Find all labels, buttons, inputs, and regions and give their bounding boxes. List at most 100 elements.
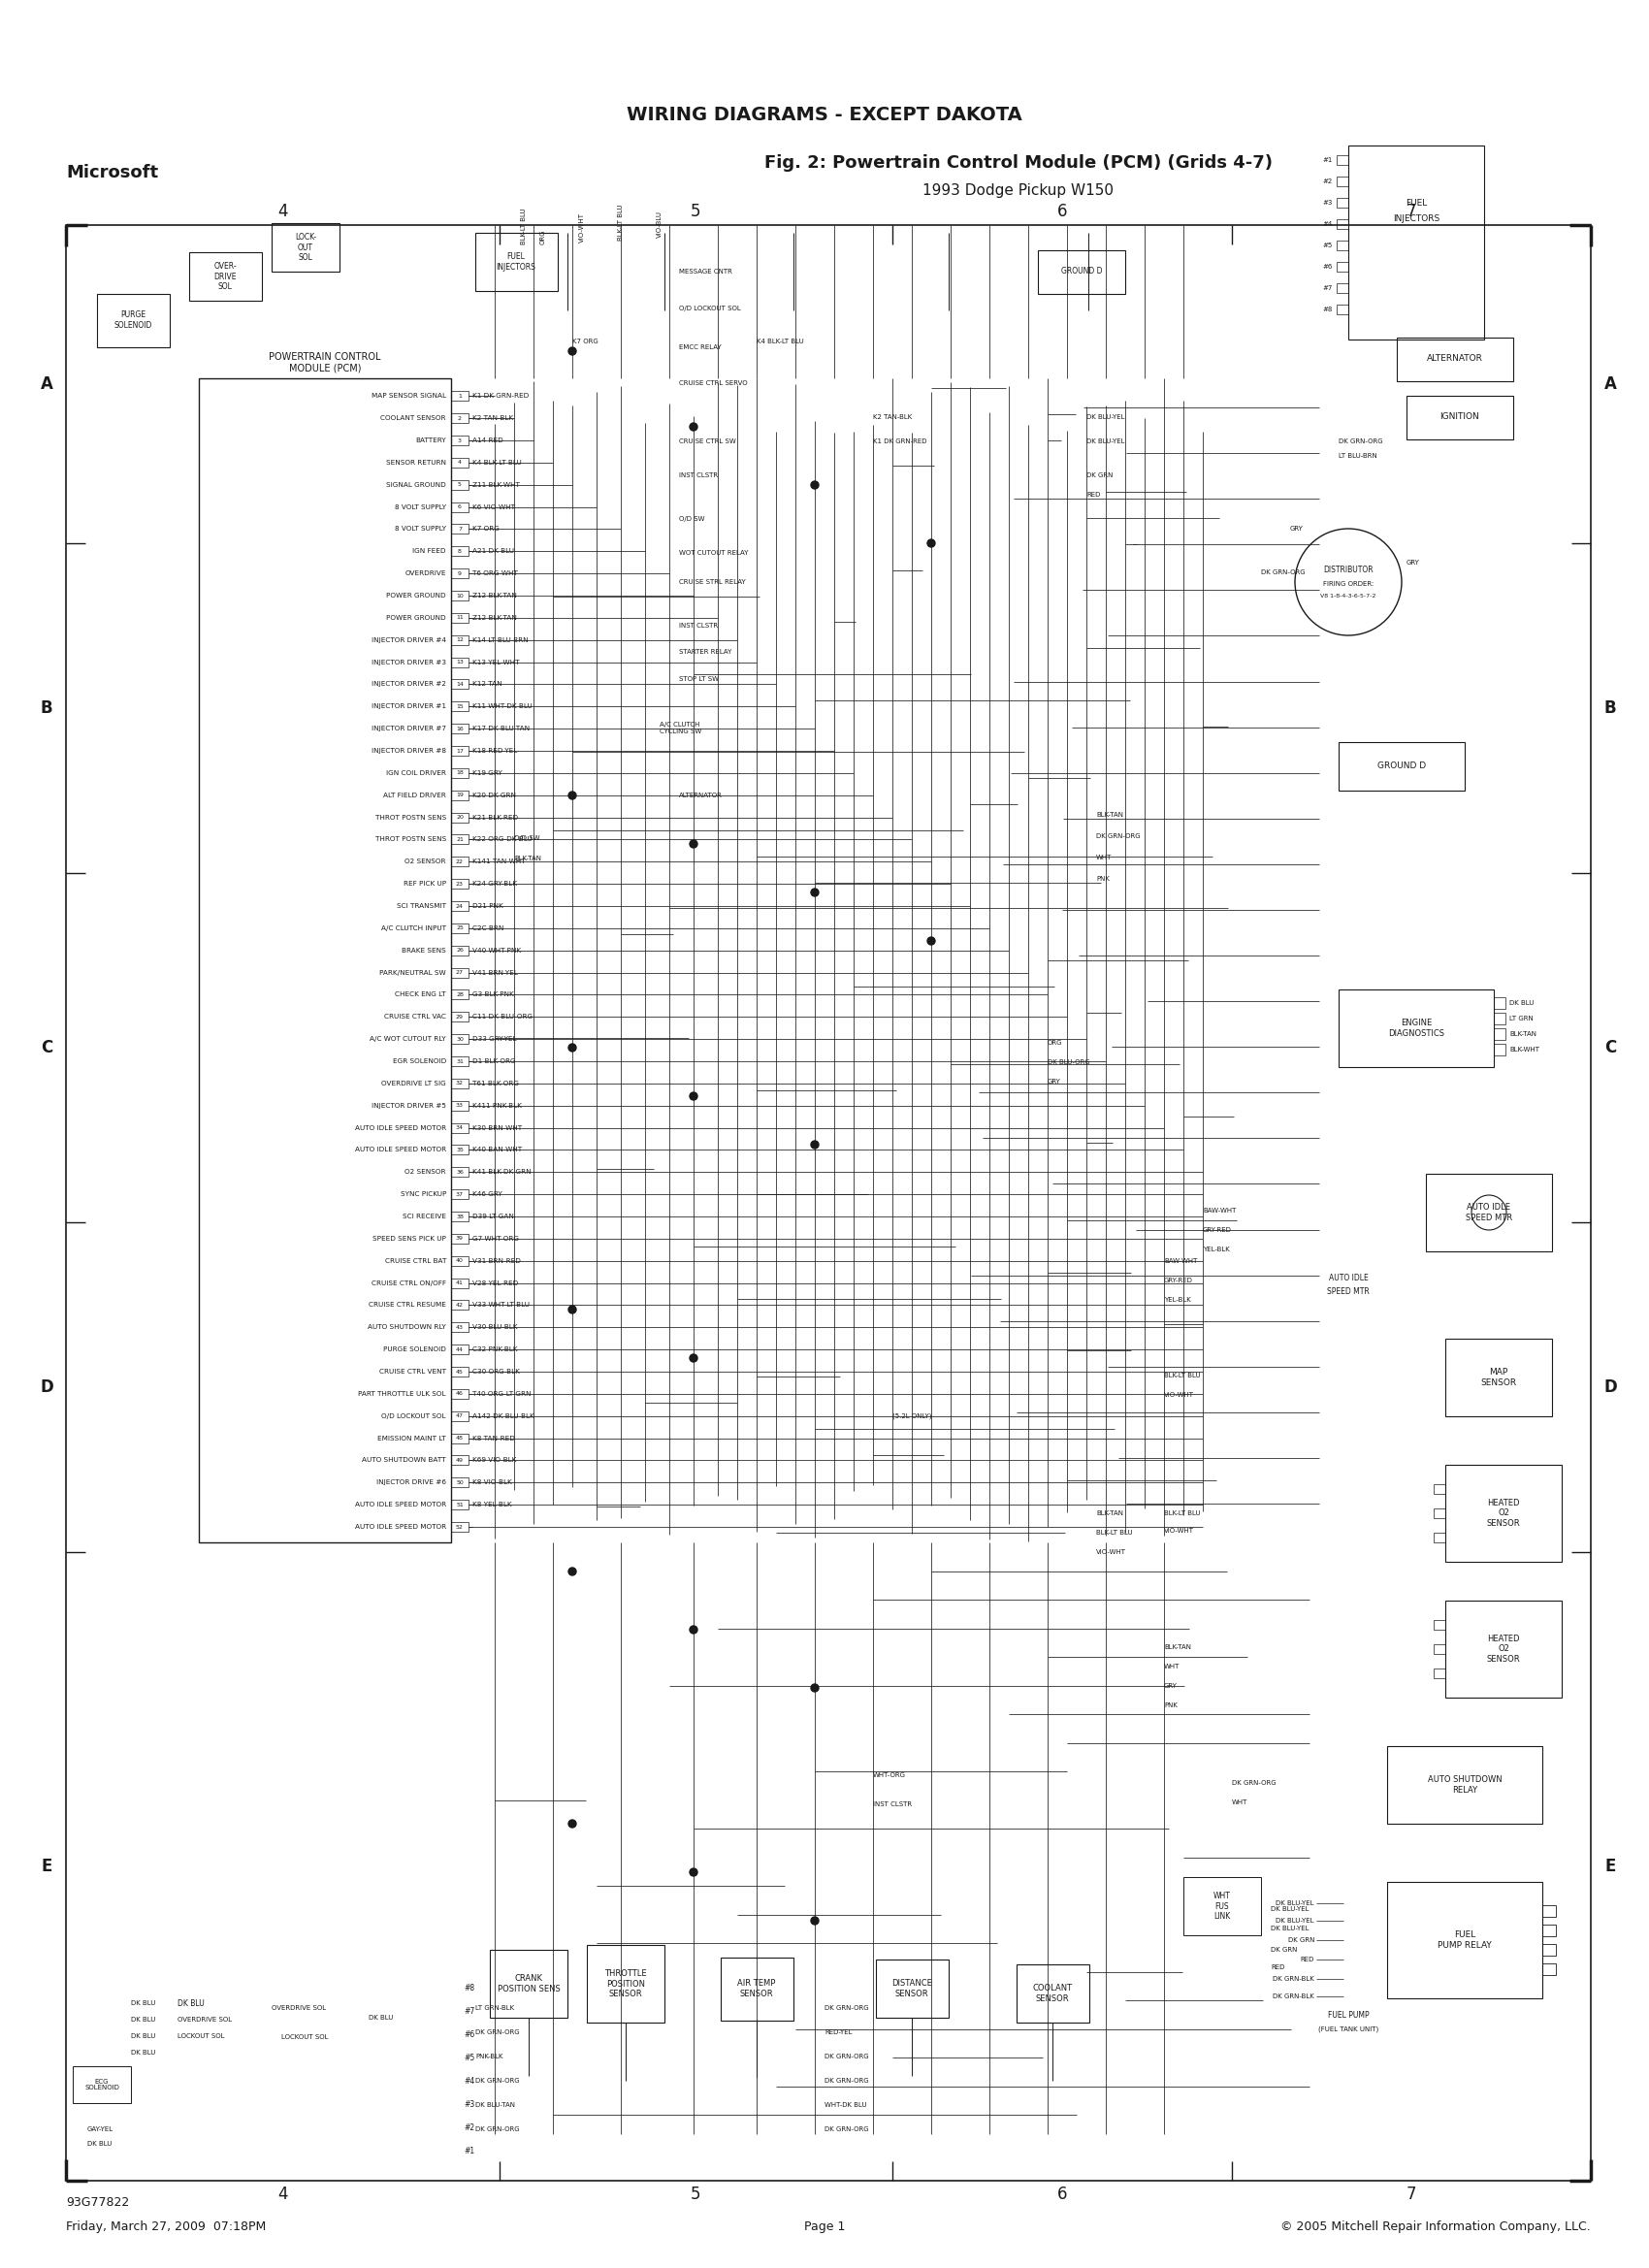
- Circle shape: [569, 792, 576, 798]
- Text: 7: 7: [1407, 202, 1416, 220]
- Text: DK GRN-BLK: DK GRN-BLK: [1273, 1994, 1314, 2000]
- Text: DISTRIBUTOR: DISTRIBUTOR: [1322, 567, 1374, 574]
- Circle shape: [689, 1869, 698, 1876]
- Bar: [452, 900, 468, 912]
- Text: CRUISE CTRL VENT: CRUISE CTRL VENT: [379, 1370, 447, 1374]
- Text: 93G77822: 93G77822: [66, 2195, 129, 2209]
- Text: FUEL: FUEL: [1405, 200, 1426, 209]
- Text: RED: RED: [1087, 492, 1100, 497]
- Text: INST CLSTR: INST CLSTR: [872, 1801, 912, 1808]
- Text: DK BLU: DK BLU: [130, 2050, 155, 2055]
- Text: V41 BRN-YEL: V41 BRN-YEL: [472, 971, 518, 975]
- Text: SYNC PICKUP: SYNC PICKUP: [401, 1191, 447, 1198]
- Bar: [452, 635, 468, 644]
- Text: 16: 16: [457, 726, 463, 730]
- Text: CHECK ENG LT: CHECK ENG LT: [396, 991, 447, 998]
- Text: GRY: GRY: [1290, 526, 1304, 531]
- Text: A/C CLUTCH INPUT: A/C CLUTCH INPUT: [381, 925, 447, 932]
- Bar: [452, 1080, 468, 1089]
- Bar: [1337, 177, 1349, 186]
- Text: DK BLU: DK BLU: [130, 2000, 155, 2007]
- Text: C30 ORG-BLK: C30 ORG-BLK: [472, 1370, 519, 1374]
- Text: SCI RECEIVE: SCI RECEIVE: [402, 1213, 447, 1220]
- Bar: [1387, 1882, 1542, 1998]
- Text: AUTO SHUTDOWN RLY: AUTO SHUTDOWN RLY: [368, 1325, 447, 1331]
- Text: CRUISE STRL RELAY: CRUISE STRL RELAY: [679, 578, 745, 585]
- Bar: [66, 225, 1591, 2182]
- Text: D: D: [1603, 1379, 1618, 1395]
- Text: K8 TAN-RED: K8 TAN-RED: [472, 1436, 514, 1440]
- Bar: [1445, 1465, 1562, 1563]
- Text: DK GRN-ORG: DK GRN-ORG: [1261, 569, 1306, 576]
- Bar: [452, 1322, 468, 1331]
- Text: DK GRN-ORG: DK GRN-ORG: [475, 2127, 519, 2132]
- Text: LT GRN-BLK: LT GRN-BLK: [475, 2005, 514, 2012]
- Text: 4: 4: [458, 460, 462, 465]
- Text: OVERDRIVE SOL: OVERDRIVE SOL: [178, 2016, 233, 2023]
- Text: CRUISE CTRL SW: CRUISE CTRL SW: [679, 438, 735, 445]
- Text: PURGE
SOLENOID: PURGE SOLENOID: [114, 311, 152, 329]
- Text: 29: 29: [455, 1014, 463, 1018]
- Text: K13 YEL-WHT: K13 YEL-WHT: [472, 660, 519, 665]
- Circle shape: [927, 937, 935, 946]
- Text: Fig. 2: Powertrain Control Module (PCM) (Grids 4-7): Fig. 2: Powertrain Control Module (PCM) …: [765, 154, 1273, 172]
- Text: A: A: [1604, 376, 1616, 392]
- Text: 40: 40: [457, 1259, 463, 1263]
- Text: YEL-BLK: YEL-BLK: [1164, 1297, 1191, 1302]
- Text: 20: 20: [457, 814, 463, 819]
- Bar: [452, 658, 468, 667]
- Text: K2 TAN-BLK: K2 TAN-BLK: [872, 415, 912, 420]
- Text: BAW-WHT: BAW-WHT: [1164, 1259, 1197, 1263]
- Text: REF PICK UP: REF PICK UP: [404, 880, 447, 887]
- Text: LOCKOUT SOL: LOCKOUT SOL: [282, 2034, 328, 2039]
- Text: C: C: [1604, 1039, 1616, 1057]
- Text: DK BLU: DK BLU: [87, 2141, 112, 2148]
- Text: AUTO IDLE
SPEED MTR: AUTO IDLE SPEED MTR: [1466, 1202, 1512, 1222]
- Text: K4 BLK-LT BLU: K4 BLK-LT BLU: [757, 338, 803, 345]
- Text: O/D SW: O/D SW: [679, 517, 704, 522]
- Text: V8 1-8-4-3-6-5-7-2: V8 1-8-4-3-6-5-7-2: [1321, 594, 1377, 599]
- Text: 6: 6: [458, 503, 462, 510]
- Text: FUEL
PUMP RELAY: FUEL PUMP RELAY: [1438, 1930, 1492, 1950]
- Text: AUTO SHUTDOWN
RELAY: AUTO SHUTDOWN RELAY: [1428, 1776, 1502, 1794]
- Bar: [452, 989, 468, 1000]
- Text: T40 ORG-LT GRN: T40 ORG-LT GRN: [472, 1390, 531, 1397]
- Text: AUTO IDLE SPEED MOTOR: AUTO IDLE SPEED MOTOR: [355, 1524, 447, 1531]
- Bar: [452, 569, 468, 578]
- Text: Microsoft: Microsoft: [66, 163, 158, 181]
- Text: DISTANCE
SENSOR: DISTANCE SENSOR: [892, 1980, 932, 1998]
- Text: BLK-LT BLU: BLK-LT BLU: [1164, 1510, 1200, 1517]
- Text: COOLANT SENSOR: COOLANT SENSOR: [381, 415, 447, 422]
- Bar: [452, 1368, 468, 1377]
- Bar: [452, 458, 468, 467]
- Text: #1: #1: [1322, 156, 1332, 163]
- Text: 6: 6: [1057, 2186, 1067, 2202]
- Text: 35: 35: [457, 1148, 463, 1152]
- Text: SPEED MTR: SPEED MTR: [1327, 1288, 1370, 1297]
- Text: 42: 42: [455, 1302, 463, 1309]
- Bar: [1426, 1175, 1552, 1252]
- Text: 47: 47: [455, 1413, 463, 1418]
- Text: #4: #4: [1322, 222, 1332, 227]
- Bar: [1542, 1964, 1557, 1975]
- Text: 46: 46: [457, 1390, 463, 1397]
- Text: ORG: ORG: [541, 229, 546, 245]
- Bar: [1337, 240, 1349, 249]
- Text: 37: 37: [455, 1193, 463, 1198]
- Text: 1993 Dodge Pickup W150: 1993 Dodge Pickup W150: [923, 184, 1115, 197]
- Bar: [452, 1188, 468, 1200]
- Text: A14 RED: A14 RED: [472, 438, 503, 442]
- Circle shape: [689, 839, 698, 848]
- Bar: [452, 1279, 468, 1288]
- Text: #5: #5: [1322, 243, 1332, 247]
- Text: GAY-YEL: GAY-YEL: [87, 2127, 114, 2132]
- Text: FIRING ORDER:: FIRING ORDER:: [1322, 581, 1374, 587]
- Bar: [452, 547, 468, 556]
- Text: BLK-LT BLU: BLK-LT BLU: [521, 209, 526, 245]
- Bar: [452, 1499, 468, 1510]
- Text: 17: 17: [457, 748, 463, 753]
- Bar: [452, 923, 468, 932]
- Text: A21 DK BLU: A21 DK BLU: [472, 549, 514, 553]
- Text: C32 PNK-BLK: C32 PNK-BLK: [472, 1347, 518, 1352]
- Text: BRAKE SENS: BRAKE SENS: [402, 948, 447, 953]
